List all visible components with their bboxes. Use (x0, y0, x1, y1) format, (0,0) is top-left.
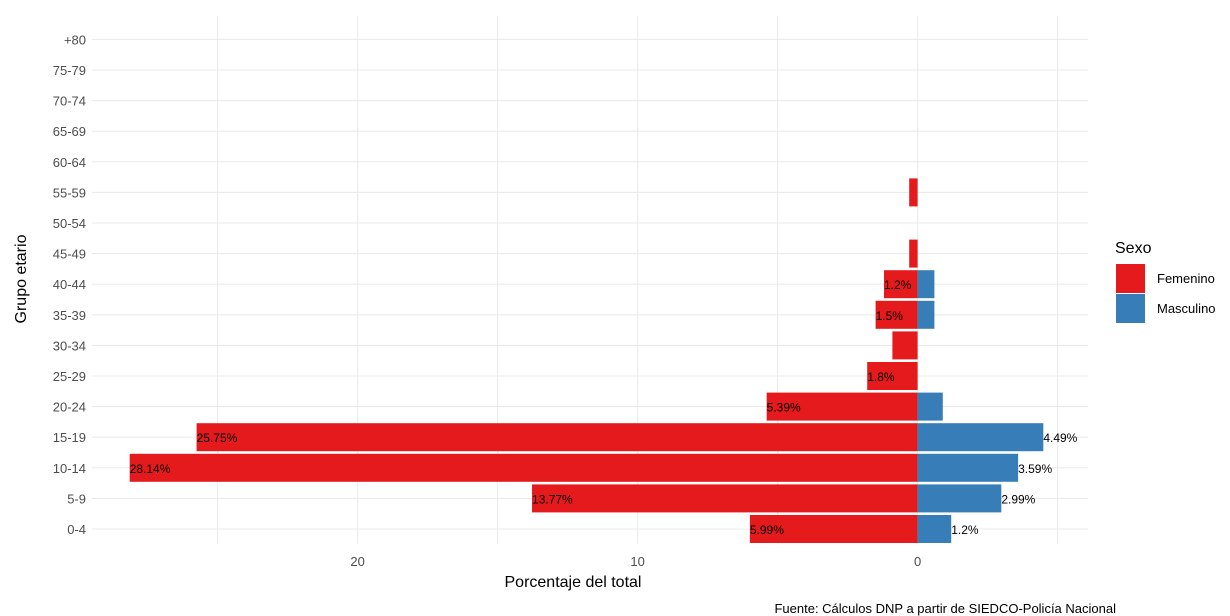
y-tick-label: 35-39 (53, 308, 86, 323)
y-tick-label: 60-64 (53, 155, 86, 170)
y-tick-label: 20-24 (53, 400, 86, 415)
bar-femenino-25-29 (867, 362, 918, 390)
bar-femenino-45-49 (909, 239, 918, 268)
bar-femenino-35-39 (875, 300, 918, 329)
bar-value-label: 25.75% (197, 431, 238, 445)
y-tick-label: 15-19 (53, 430, 86, 445)
x-tick-label: 20 (350, 554, 364, 569)
bar-femenino-0-4 (749, 515, 918, 543)
bar-masculino-15-19 (917, 423, 1044, 452)
y-tick-label: 0-4 (67, 522, 86, 537)
legend-swatch-femenino (1116, 264, 1145, 293)
y-tick-labels: 0-4 5-9 10-14 15-19 20-24 25-29 30-34 35-39 40-4… (53, 32, 86, 537)
bar-masculino-0-4 (917, 515, 952, 543)
bar-masculino-20-24 (917, 392, 943, 421)
y-tick-label: 30-34 (53, 338, 86, 353)
y-tick-label: +80 (64, 32, 86, 47)
bar-masculino-5-9 (917, 484, 1002, 513)
bar-value-label: 1.5% (876, 309, 904, 323)
legend-label-femenino: Femenino (1157, 271, 1215, 286)
bar-value-label: 1.8% (867, 370, 895, 384)
bars (129, 178, 1044, 543)
bar-labels: 5.99% 13.77% 28.14% 25.75% 5.39% 1.8% 1.5% 1.2%… (130, 278, 1078, 537)
bar-value-label: 2.99% (1001, 492, 1035, 506)
legend: Sexo Femenino Masculino (1115, 240, 1216, 323)
bar-masculino-40-44 (917, 270, 935, 299)
y-tick-label: 75-79 (53, 63, 86, 78)
bar-value-label: 28.14% (130, 462, 171, 476)
y-tick-label: 65-69 (53, 124, 86, 139)
bar-value-label: 4.49% (1043, 431, 1077, 445)
bar-femenino-30-34 (892, 331, 918, 360)
bar-femenino-40-44 (884, 270, 918, 299)
y-tick-label: 50-54 (53, 216, 86, 231)
y-tick-label: 25-29 (53, 369, 86, 384)
bar-value-label: 5.39% (767, 401, 801, 415)
y-tick-label: 40-44 (53, 277, 86, 292)
legend-swatch-masculino (1116, 294, 1145, 323)
source-caption: Fuente: Cálculos DNP a partir de SIEDCO-… (774, 601, 1116, 616)
y-tick-label: 5-9 (67, 491, 86, 506)
y-tick-label: 10-14 (53, 461, 86, 476)
bar-femenino-5-9 (532, 484, 918, 513)
bar-femenino-20-24 (766, 392, 918, 421)
bar-value-label: 1.2% (951, 523, 979, 537)
y-tick-label: 70-74 (53, 94, 86, 109)
x-tick-labels: 20 10 0 (350, 554, 921, 569)
bar-value-label: 1.2% (884, 278, 912, 292)
bar-value-label: 3.59% (1018, 462, 1052, 476)
bar-value-label: 13.77% (532, 492, 573, 506)
x-axis-title: Porcentaje del total (505, 574, 642, 591)
y-tick-label: 45-49 (53, 247, 86, 262)
y-axis-title: Grupo etario (13, 234, 30, 323)
y-tick-label: 55-59 (53, 185, 86, 200)
legend-label-masculino: Masculino (1157, 301, 1216, 316)
bar-masculino-10-14 (917, 453, 1019, 482)
bar-value-label: 5.99% (750, 523, 784, 537)
x-tick-label: 10 (630, 554, 644, 569)
bar-femenino-10-14 (129, 453, 918, 482)
bar-masculino-35-39 (917, 300, 935, 329)
x-tick-label: 0 (914, 554, 921, 569)
bar-femenino-15-19 (196, 423, 918, 452)
legend-title: Sexo (1115, 240, 1152, 257)
bar-femenino-55-59 (909, 178, 918, 207)
